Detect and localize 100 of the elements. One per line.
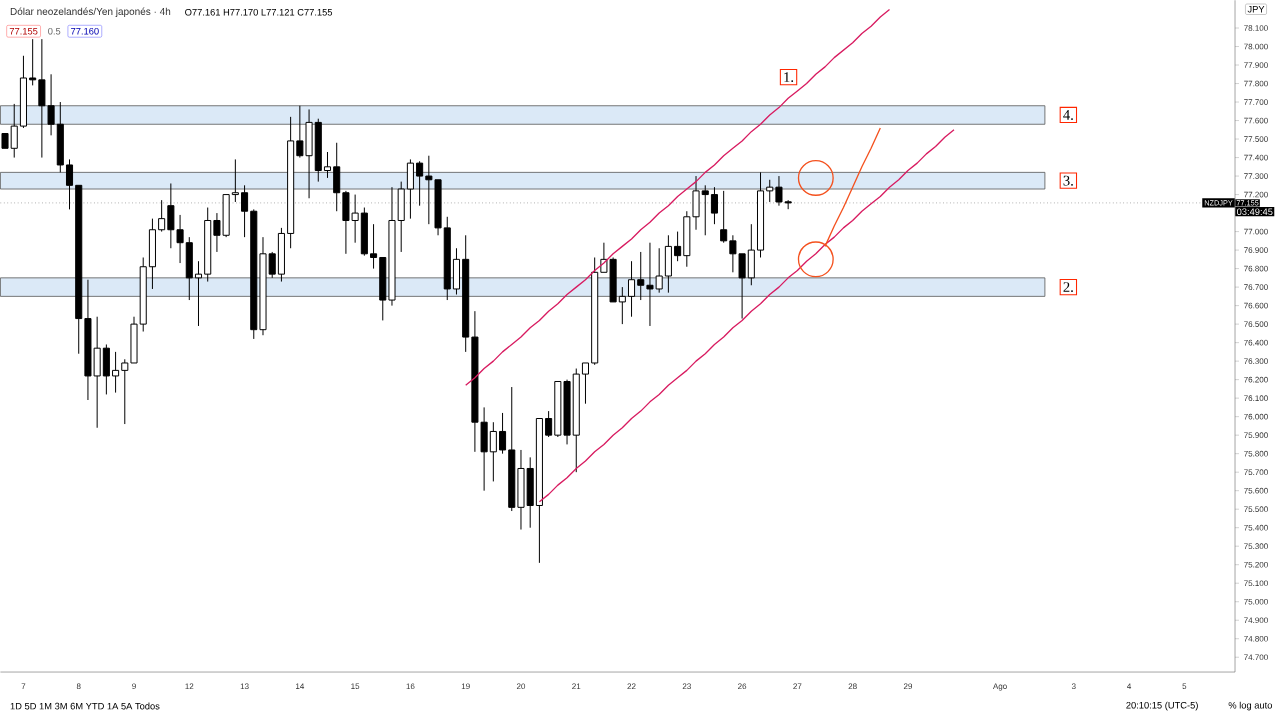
annotation: 0.5: [48, 27, 61, 35]
x-tick-label: 26: [738, 683, 747, 690]
candlestick: [416, 160, 424, 207]
annotation: 77.155: [9, 27, 38, 35]
y-tick-label: 77.000: [1244, 228, 1268, 235]
y-tick-label: 75.300: [1244, 543, 1268, 550]
band-label: 2.: [1063, 282, 1073, 293]
candlestick: [508, 386, 516, 512]
x-tick-label: 7: [21, 683, 26, 689]
x-tick-label: 22: [627, 683, 636, 689]
candlestick: [194, 260, 203, 327]
candlestick: [581, 362, 590, 405]
y-tick-label: 75.100: [1244, 580, 1268, 587]
candlestick: [766, 179, 774, 203]
candlestick: [241, 184, 249, 238]
y-tick-label: 77.700: [1244, 99, 1268, 105]
candlestick: [268, 251, 276, 279]
candlestick: [701, 184, 709, 236]
band-label: 3.: [1063, 175, 1073, 186]
candlestick: [747, 223, 755, 286]
text: JPY: [1247, 5, 1265, 13]
candlestick: [75, 184, 83, 355]
x-tick-label: 5: [1182, 683, 1187, 689]
y-tick-label: 75.200: [1244, 561, 1268, 568]
y-tick-label: 75.900: [1244, 432, 1268, 438]
y-tick-label: 76.500: [1244, 321, 1268, 327]
y-tick-label: 77.200: [1244, 191, 1268, 198]
x-tick-label: 27: [793, 683, 802, 689]
candlestick: [462, 234, 470, 353]
x-tick-label: 8: [76, 683, 81, 690]
annotation: O77.161 H77.170 L77.121 C77.155: [185, 8, 333, 16]
x-tick-label: 21: [572, 683, 581, 689]
candlestick: [499, 412, 507, 455]
text: Dólar neozelandés/Yen japonés · 4h: [10, 7, 171, 17]
x-tick-label: 12: [185, 683, 194, 689]
x-tick-label: Ago: [992, 683, 1007, 691]
candlestick: [618, 286, 626, 325]
candlestick: [756, 171, 765, 258]
candlestick: [139, 256, 147, 333]
y-tick-label: 77.800: [1244, 80, 1268, 87]
y-tick-label: 77.900: [1244, 62, 1268, 68]
candlestick: [287, 116, 295, 249]
candlestick: [535, 417, 543, 564]
x-tick-label: 19: [461, 683, 470, 690]
candlestick: [545, 410, 553, 438]
candlestick: [443, 216, 451, 301]
text: % log auto: [1228, 701, 1272, 711]
candlestick: [121, 358, 129, 425]
y-tick-label: 77.400: [1244, 154, 1268, 161]
candlestick: [452, 247, 461, 295]
x-tick-label: 16: [406, 683, 415, 690]
text: 03:49:45: [1236, 208, 1273, 215]
candlestick: [185, 236, 193, 301]
x-tick-label: 28: [848, 683, 857, 690]
y-tick-label: 74.900: [1244, 617, 1268, 624]
y-tick-label: 76.000: [1244, 413, 1268, 420]
x-tick-label: 9: [132, 683, 136, 690]
y-tick-label: 75.700: [1244, 469, 1268, 475]
candlestick: [637, 251, 645, 301]
candlestick: [628, 260, 636, 318]
candlestick: [204, 207, 212, 283]
text: 20:10:15 (UTC-5): [1126, 701, 1198, 711]
line-series: [538, 129, 955, 503]
candlestick: [1, 132, 9, 149]
candlestick: [148, 218, 156, 290]
x-tick-label: 14: [296, 683, 305, 689]
y-tick-label: 77.500: [1244, 136, 1268, 142]
y-tick-label: 76.400: [1244, 339, 1268, 346]
x-tick-label: 4: [1127, 683, 1132, 689]
candlestick: [250, 208, 258, 340]
y-tick-label: 74.800: [1244, 635, 1268, 642]
candlestick: [710, 186, 718, 225]
y-tick-label: 76.600: [1244, 302, 1268, 309]
y-tick-label: 77.300: [1244, 173, 1268, 179]
y-tick-label: 75.800: [1244, 450, 1268, 457]
y-tick-label: 76.900: [1244, 247, 1268, 253]
y-tick-label: 74.700: [1244, 654, 1268, 661]
y-tick-label: 75.000: [1244, 598, 1268, 605]
x-tick-label: 3: [1071, 683, 1076, 690]
candlestick: [158, 199, 166, 233]
y-tick-label: 75.500: [1244, 506, 1268, 513]
y-tick-label: 76.200: [1244, 376, 1268, 383]
x-tick-label: 23: [682, 683, 691, 690]
y-tick-label: 76.300: [1244, 358, 1268, 364]
candlestick: [10, 103, 18, 159]
candlestick: [231, 158, 239, 203]
candlestick: [388, 186, 396, 307]
candlestick: [56, 101, 64, 173]
y-tick-label: 78.000: [1244, 43, 1268, 50]
candlestick: [333, 142, 341, 212]
candlestick: [102, 343, 110, 395]
y-tick-label: 75.600: [1244, 487, 1268, 494]
candlestick: [259, 236, 267, 336]
y-tick-label: 75.400: [1244, 524, 1268, 531]
series-label: 1.: [784, 72, 794, 83]
candlestick: [112, 351, 120, 394]
candlestick: [65, 158, 74, 210]
annotation: 77.160: [71, 27, 99, 35]
x-tick-label: 13: [240, 683, 249, 690]
candlestick: [370, 223, 378, 270]
